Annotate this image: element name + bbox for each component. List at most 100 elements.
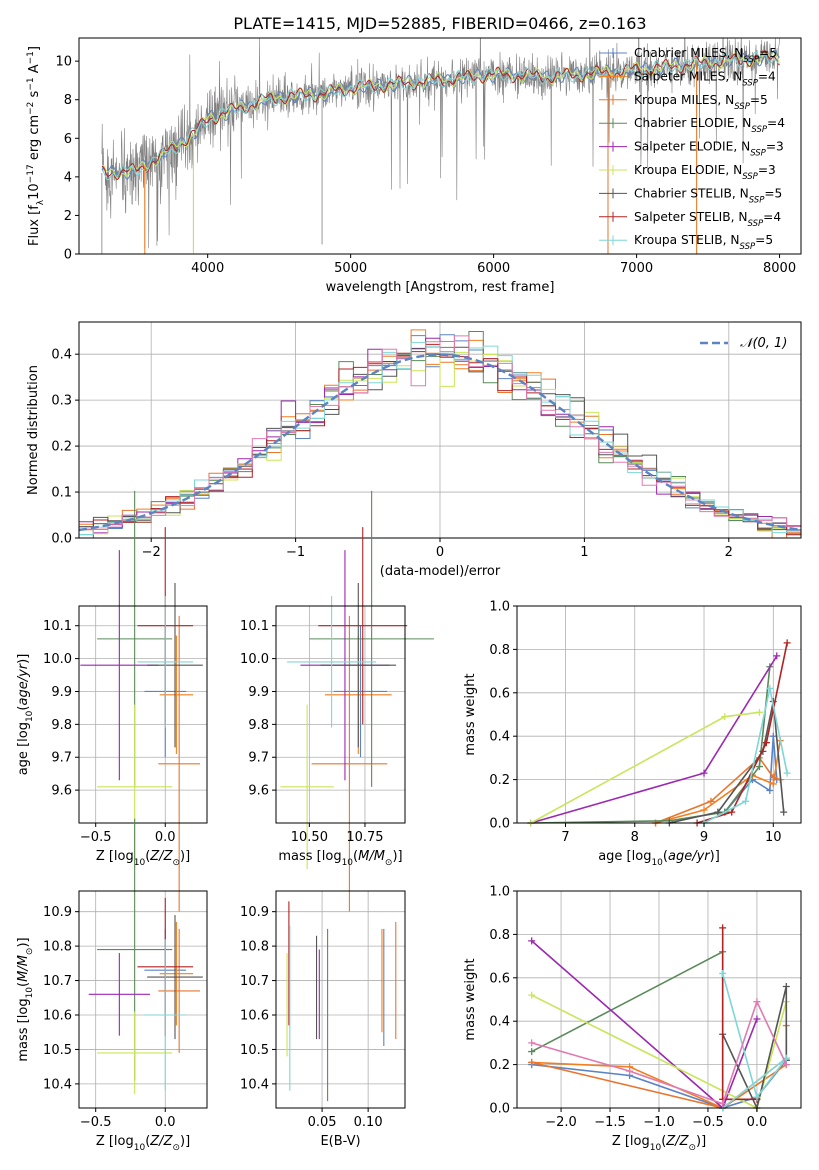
legend-text: =5 <box>750 93 768 107</box>
axes-frame <box>78 605 208 824</box>
y-axis-label: mass weight <box>463 673 478 755</box>
legend-text: Salpeter ELODIE, N <box>634 140 750 154</box>
axis-label: age [log10(age/yr)] <box>16 654 35 776</box>
label-part: ( <box>16 706 31 711</box>
axes-frame <box>78 890 208 1109</box>
label-part: −2 <box>26 102 36 115</box>
x-axis-label: wavelength [Angstrom, rest frame] <box>326 280 555 295</box>
x-tick-label: 1 <box>580 545 588 560</box>
y-tick-label: 10.5 <box>240 1043 269 1058</box>
x-tick-label: 0.10 <box>354 1115 383 1130</box>
legend-sub: SSP <box>750 149 766 159</box>
legend-sub: SSP <box>743 55 759 65</box>
axes-frame <box>275 605 406 824</box>
legend-sub: SSP <box>751 125 767 135</box>
label-part: Z/Z <box>149 1134 173 1149</box>
legend-text: =5 <box>764 186 782 200</box>
y-tick-label: 8 <box>64 93 72 108</box>
legend-label: Chabrier ELODIE, NSSP=4 <box>634 116 785 135</box>
weight-marker <box>719 1100 727 1108</box>
label-part: M/M <box>16 955 31 982</box>
label-part: erg cm <box>27 115 42 164</box>
label-part: )] <box>710 849 720 864</box>
legend-label: Chabrier MILES, NSSP=5 <box>634 46 777 65</box>
x-tick-label: 2 <box>725 545 733 560</box>
legend-text: Salpeter STELIB, N <box>634 210 747 224</box>
model-fit-line <box>101 51 780 181</box>
legend-sub: SSP <box>740 242 756 252</box>
label-part: ( <box>145 849 150 864</box>
x-tick-label: 0.05 <box>308 1115 337 1130</box>
y-tick-label: 9.7 <box>248 751 269 766</box>
legend-label: Kroupa MILES, NSSP=5 <box>634 93 768 112</box>
weight-marker <box>707 797 715 805</box>
data-spectrum <box>101 38 780 249</box>
label-part: age [log <box>598 849 651 864</box>
weight-line <box>721 927 757 1101</box>
model-fit-line <box>101 50 780 181</box>
legend-text: Kroupa STELIB, N <box>634 233 740 247</box>
x-tick-label: 10.50 <box>291 830 328 845</box>
x-tick-label: 9 <box>700 830 708 845</box>
y-tick-label: 0.4 <box>489 730 510 745</box>
weight-marker <box>782 982 790 990</box>
label-part: λ <box>36 199 46 205</box>
weight-marker <box>528 991 536 999</box>
weight-marker <box>719 924 727 932</box>
weight-marker <box>755 763 763 771</box>
x-tick-label: −2 <box>142 545 161 560</box>
x-tick-label: 10 <box>765 830 782 845</box>
weight-marker <box>766 684 774 692</box>
y-tick-label: 1.0 <box>489 885 510 900</box>
y-tick-label: 10.7 <box>43 974 72 989</box>
weight-marker <box>714 808 722 816</box>
label-part: )] <box>180 849 190 864</box>
label-part: 10 <box>650 1143 662 1153</box>
weight-line <box>721 986 788 1111</box>
label-part: ⊙ <box>385 858 393 868</box>
x-tick-label: 6000 <box>477 261 510 276</box>
weight-marker <box>528 1058 536 1066</box>
label-part: Z/Z <box>149 849 173 864</box>
weight-marker <box>766 786 774 794</box>
x-tick-label: 7 <box>561 830 569 845</box>
y-tick-label: 9.9 <box>248 685 269 700</box>
x-tick-label: 8 <box>631 830 639 845</box>
label-part: Z [log <box>612 1134 650 1149</box>
y-tick-label: 9.9 <box>51 685 72 700</box>
legend-text: =5 <box>755 233 773 247</box>
x-tick-label: 0.0 <box>155 1115 176 1130</box>
y-tick-label: 0.4 <box>489 1015 510 1030</box>
label-part: 10 <box>134 1143 146 1153</box>
label-part: age [log <box>16 722 31 775</box>
residual-histogram <box>79 335 801 533</box>
label-part: ⊙ <box>172 1143 180 1153</box>
weight-line <box>530 666 771 824</box>
legend-text: =4 <box>763 210 781 224</box>
histograms <box>79 329 801 538</box>
label-part: 10 <box>27 183 42 200</box>
label-part: )] <box>16 937 31 947</box>
weight-marker <box>528 1039 536 1047</box>
weight-marker <box>773 652 781 660</box>
legend-label: Salpeter MILES, NSSP=4 <box>634 69 776 88</box>
legend-label: Kroupa STELIB, NSSP=5 <box>634 233 773 252</box>
weight-marker <box>719 969 727 977</box>
weight-marker <box>528 937 536 945</box>
figure-title: PLATE=1415, MJD=52885, FIBERID=0466, z=0… <box>233 14 646 33</box>
axis-label: Flux [fλ10−17 erg cm−2 s−1 A−1] <box>26 46 46 246</box>
x-tick-label: 4000 <box>191 261 224 276</box>
label-part: age/yr <box>16 662 31 705</box>
y-tick-label: 9.8 <box>51 718 72 733</box>
weight-marker <box>700 769 708 777</box>
x-tick-label: 5000 <box>334 261 367 276</box>
legend-label: Salpeter ELODIE, NSSP=3 <box>634 140 784 159</box>
weight-marker <box>753 1015 761 1023</box>
x-tick-label: 0.0 <box>747 1115 768 1130</box>
y-tick-label: 0.6 <box>489 971 510 986</box>
y-tick-label: 10.0 <box>240 652 269 667</box>
y-tick-label: 10 <box>55 55 72 70</box>
weight-line <box>721 973 787 1109</box>
y-tick-label: 10.9 <box>240 905 269 920</box>
y-tick-label: 0.0 <box>489 817 510 832</box>
